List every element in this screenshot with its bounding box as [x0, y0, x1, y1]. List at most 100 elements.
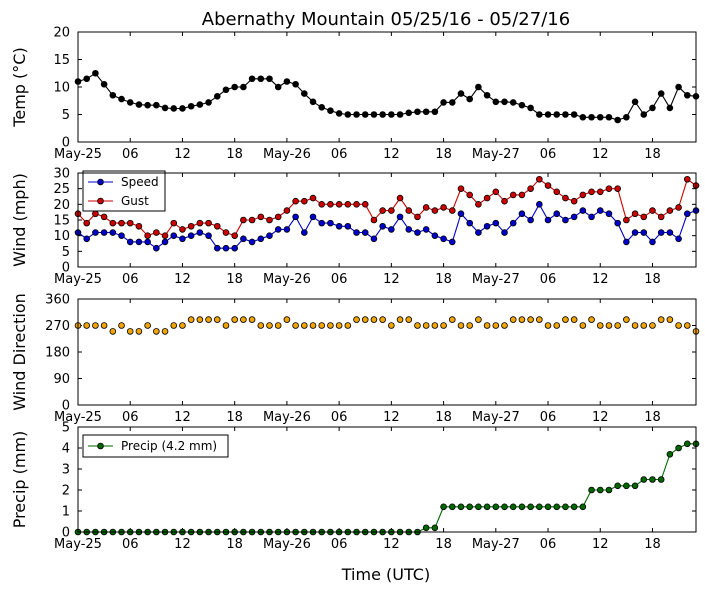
- data-point: [492, 219, 500, 227]
- data-point: [118, 219, 125, 227]
- data-point: [553, 322, 561, 329]
- data-point: [675, 444, 682, 452]
- data-point: [553, 210, 561, 218]
- data-point: [596, 322, 604, 329]
- x-tick-label: 06: [331, 147, 348, 162]
- data-point: [292, 80, 299, 88]
- data-point: [501, 503, 508, 511]
- data-point: [466, 322, 473, 329]
- data-point: [649, 322, 656, 329]
- x-axis-label: Time (UTC): [341, 565, 430, 584]
- data-point: [379, 222, 386, 230]
- x-tick-label: 12: [383, 147, 400, 162]
- data-point: [544, 216, 552, 224]
- data-point: [631, 482, 639, 490]
- y-tick-label: 20: [53, 26, 70, 41]
- data-point: [553, 188, 561, 196]
- data-point: [657, 229, 665, 236]
- data-point: [144, 101, 151, 109]
- series-speed: [74, 201, 700, 252]
- y-tick-label: 4: [62, 442, 70, 457]
- data-point: [301, 229, 308, 236]
- data-point: [153, 244, 160, 252]
- data-point: [553, 111, 561, 118]
- data-point: [614, 185, 621, 192]
- data-point: [623, 216, 630, 224]
- data-point: [257, 322, 265, 329]
- data-point: [179, 105, 186, 112]
- data-point: [544, 182, 552, 189]
- data-point: [570, 503, 578, 511]
- legend-marker: [97, 442, 104, 450]
- data-point: [335, 201, 343, 208]
- data-point: [205, 232, 212, 239]
- data-point: [640, 229, 648, 236]
- data-point: [231, 83, 238, 91]
- legend-box: [82, 170, 166, 212]
- x-tick-label: 18: [435, 272, 452, 287]
- data-point: [283, 226, 291, 233]
- data-point: [605, 113, 613, 121]
- data-point: [509, 316, 517, 323]
- data-point: [92, 322, 99, 329]
- x-tick-label: 18: [644, 272, 661, 287]
- data-point: [475, 229, 482, 236]
- data-point: [170, 232, 178, 239]
- data-point: [231, 232, 238, 239]
- data-point: [657, 213, 665, 221]
- x-tick-label: 06: [331, 410, 348, 425]
- data-point: [649, 104, 656, 112]
- data-point: [126, 238, 134, 246]
- y-tick-label: 15: [53, 53, 70, 68]
- data-point: [457, 322, 465, 329]
- data-point: [631, 229, 639, 236]
- data-point: [196, 219, 204, 227]
- data-point: [466, 503, 473, 511]
- data-point: [631, 210, 639, 218]
- data-point: [179, 322, 186, 329]
- data-point: [623, 238, 630, 246]
- x-tick-label: 06: [122, 272, 139, 287]
- y-axis-label: Precip (mm): [10, 431, 29, 529]
- data-point: [388, 111, 395, 118]
- data-point: [466, 191, 473, 199]
- data-point: [466, 95, 473, 103]
- data-point: [483, 194, 491, 202]
- y-tick-label: 5: [62, 245, 70, 260]
- data-point: [596, 188, 604, 196]
- x-tick-label: 18: [226, 537, 243, 552]
- data-point: [405, 316, 413, 323]
- data-point: [448, 316, 456, 323]
- data-point: [536, 175, 543, 183]
- data-point: [100, 229, 108, 236]
- data-point: [596, 486, 604, 494]
- y-axis-label: Wind Direction: [10, 293, 29, 411]
- data-point: [318, 322, 326, 329]
- data-point: [588, 486, 595, 494]
- plot-frame: [77, 426, 697, 533]
- data-point: [475, 201, 482, 208]
- data-point: [161, 232, 169, 239]
- data-point: [283, 207, 291, 214]
- data-point: [596, 113, 604, 121]
- legend-label: Precip (4.2 mm): [121, 439, 217, 453]
- x-tick-label: 12: [174, 147, 191, 162]
- data-point: [222, 322, 230, 329]
- x-tick-label: 06: [331, 537, 348, 552]
- data-point: [213, 316, 221, 323]
- data-point: [83, 219, 91, 227]
- data-point: [457, 210, 465, 218]
- data-point: [544, 503, 552, 511]
- x-tick-label: 18: [226, 272, 243, 287]
- series-temp: [74, 69, 700, 124]
- data-point: [135, 238, 143, 246]
- data-point: [518, 101, 526, 109]
- data-point: [370, 216, 378, 224]
- data-point: [605, 486, 613, 494]
- data-point: [579, 207, 587, 214]
- data-point: [422, 322, 430, 329]
- data-point: [588, 188, 595, 196]
- data-point: [257, 75, 265, 83]
- data-point: [475, 503, 482, 511]
- data-point: [274, 83, 282, 91]
